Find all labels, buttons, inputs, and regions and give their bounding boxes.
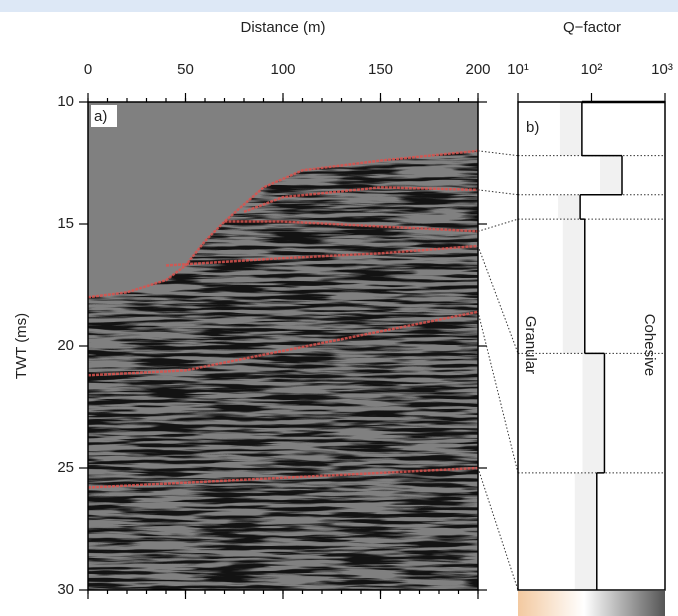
caption-bar	[0, 0, 678, 12]
x-axis-title: Distance (m)	[240, 19, 325, 36]
connector	[477, 467, 519, 591]
horizon	[243, 186, 478, 213]
y-tick-label: 10	[57, 93, 74, 110]
connector	[477, 311, 519, 474]
panel-label: a)	[94, 108, 107, 125]
horizon	[165, 244, 478, 267]
connector	[477, 245, 519, 354]
panel-a: a) 0 50 100 150 200 10 15 20 25 30 Distance (m) TWT …	[13, 19, 491, 599]
layer-shade	[559, 102, 582, 156]
x-tick-label: 150	[368, 61, 393, 78]
x-tick-label: 200	[465, 61, 490, 78]
x-tick-label: 10²	[581, 61, 603, 78]
layer-shade	[600, 155, 623, 195]
horizon	[88, 310, 478, 377]
x-tick-label: 0	[84, 61, 92, 78]
horizon	[88, 466, 478, 489]
y-axis-title: TWT (ms)	[13, 313, 30, 379]
side-label: Cohesive	[641, 314, 658, 377]
x-tick-label: 50	[177, 61, 194, 78]
horizon	[224, 220, 478, 233]
y-tick-label: 15	[57, 215, 74, 232]
connector	[477, 218, 519, 232]
y-tick-label: 25	[57, 459, 74, 476]
x-axis-title: Q−factor	[563, 19, 621, 36]
connector	[477, 189, 519, 196]
seismic-image	[88, 102, 478, 590]
x-tick-label: 100	[270, 61, 295, 78]
label-box	[91, 105, 117, 127]
side-label: Granular	[522, 316, 539, 374]
x-tick-label: 10³	[651, 61, 673, 78]
layer-shade	[562, 219, 585, 354]
horizon	[88, 149, 478, 299]
layer-shade	[582, 353, 605, 473]
layer-shade	[558, 194, 581, 220]
layer-shade	[574, 472, 597, 590]
colorbar	[518, 591, 665, 616]
water-column	[88, 102, 478, 298]
panel-b: b) Granular Cohesive 10¹ 10² 10³ Q−factor	[477, 19, 673, 616]
panel-label: b)	[526, 119, 539, 136]
y-tick-label: 20	[57, 337, 74, 354]
x-tick-label: 10¹	[507, 61, 529, 78]
connector	[477, 150, 519, 157]
y-tick-label: 30	[57, 581, 74, 598]
